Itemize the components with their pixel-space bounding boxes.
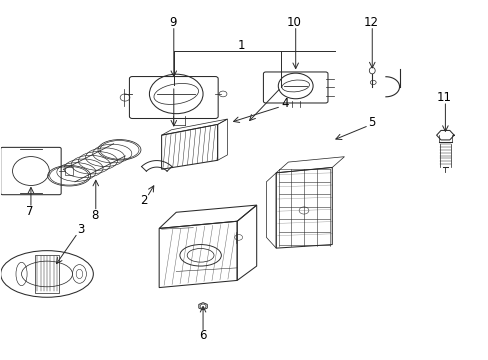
Text: 10: 10 (286, 16, 301, 29)
Bar (35, 255, 59, 293)
Text: 7: 7 (26, 205, 34, 218)
Bar (65, 167, 73, 175)
Text: 4: 4 (281, 97, 288, 110)
Text: 11: 11 (436, 91, 451, 104)
Text: 5: 5 (368, 116, 375, 129)
Text: 6: 6 (199, 329, 206, 342)
Text: 1: 1 (237, 39, 244, 52)
Text: 3: 3 (77, 223, 84, 236)
Text: 9: 9 (169, 16, 176, 29)
Text: 8: 8 (91, 209, 98, 222)
Text: 2: 2 (140, 194, 147, 207)
Text: 12: 12 (363, 16, 378, 29)
